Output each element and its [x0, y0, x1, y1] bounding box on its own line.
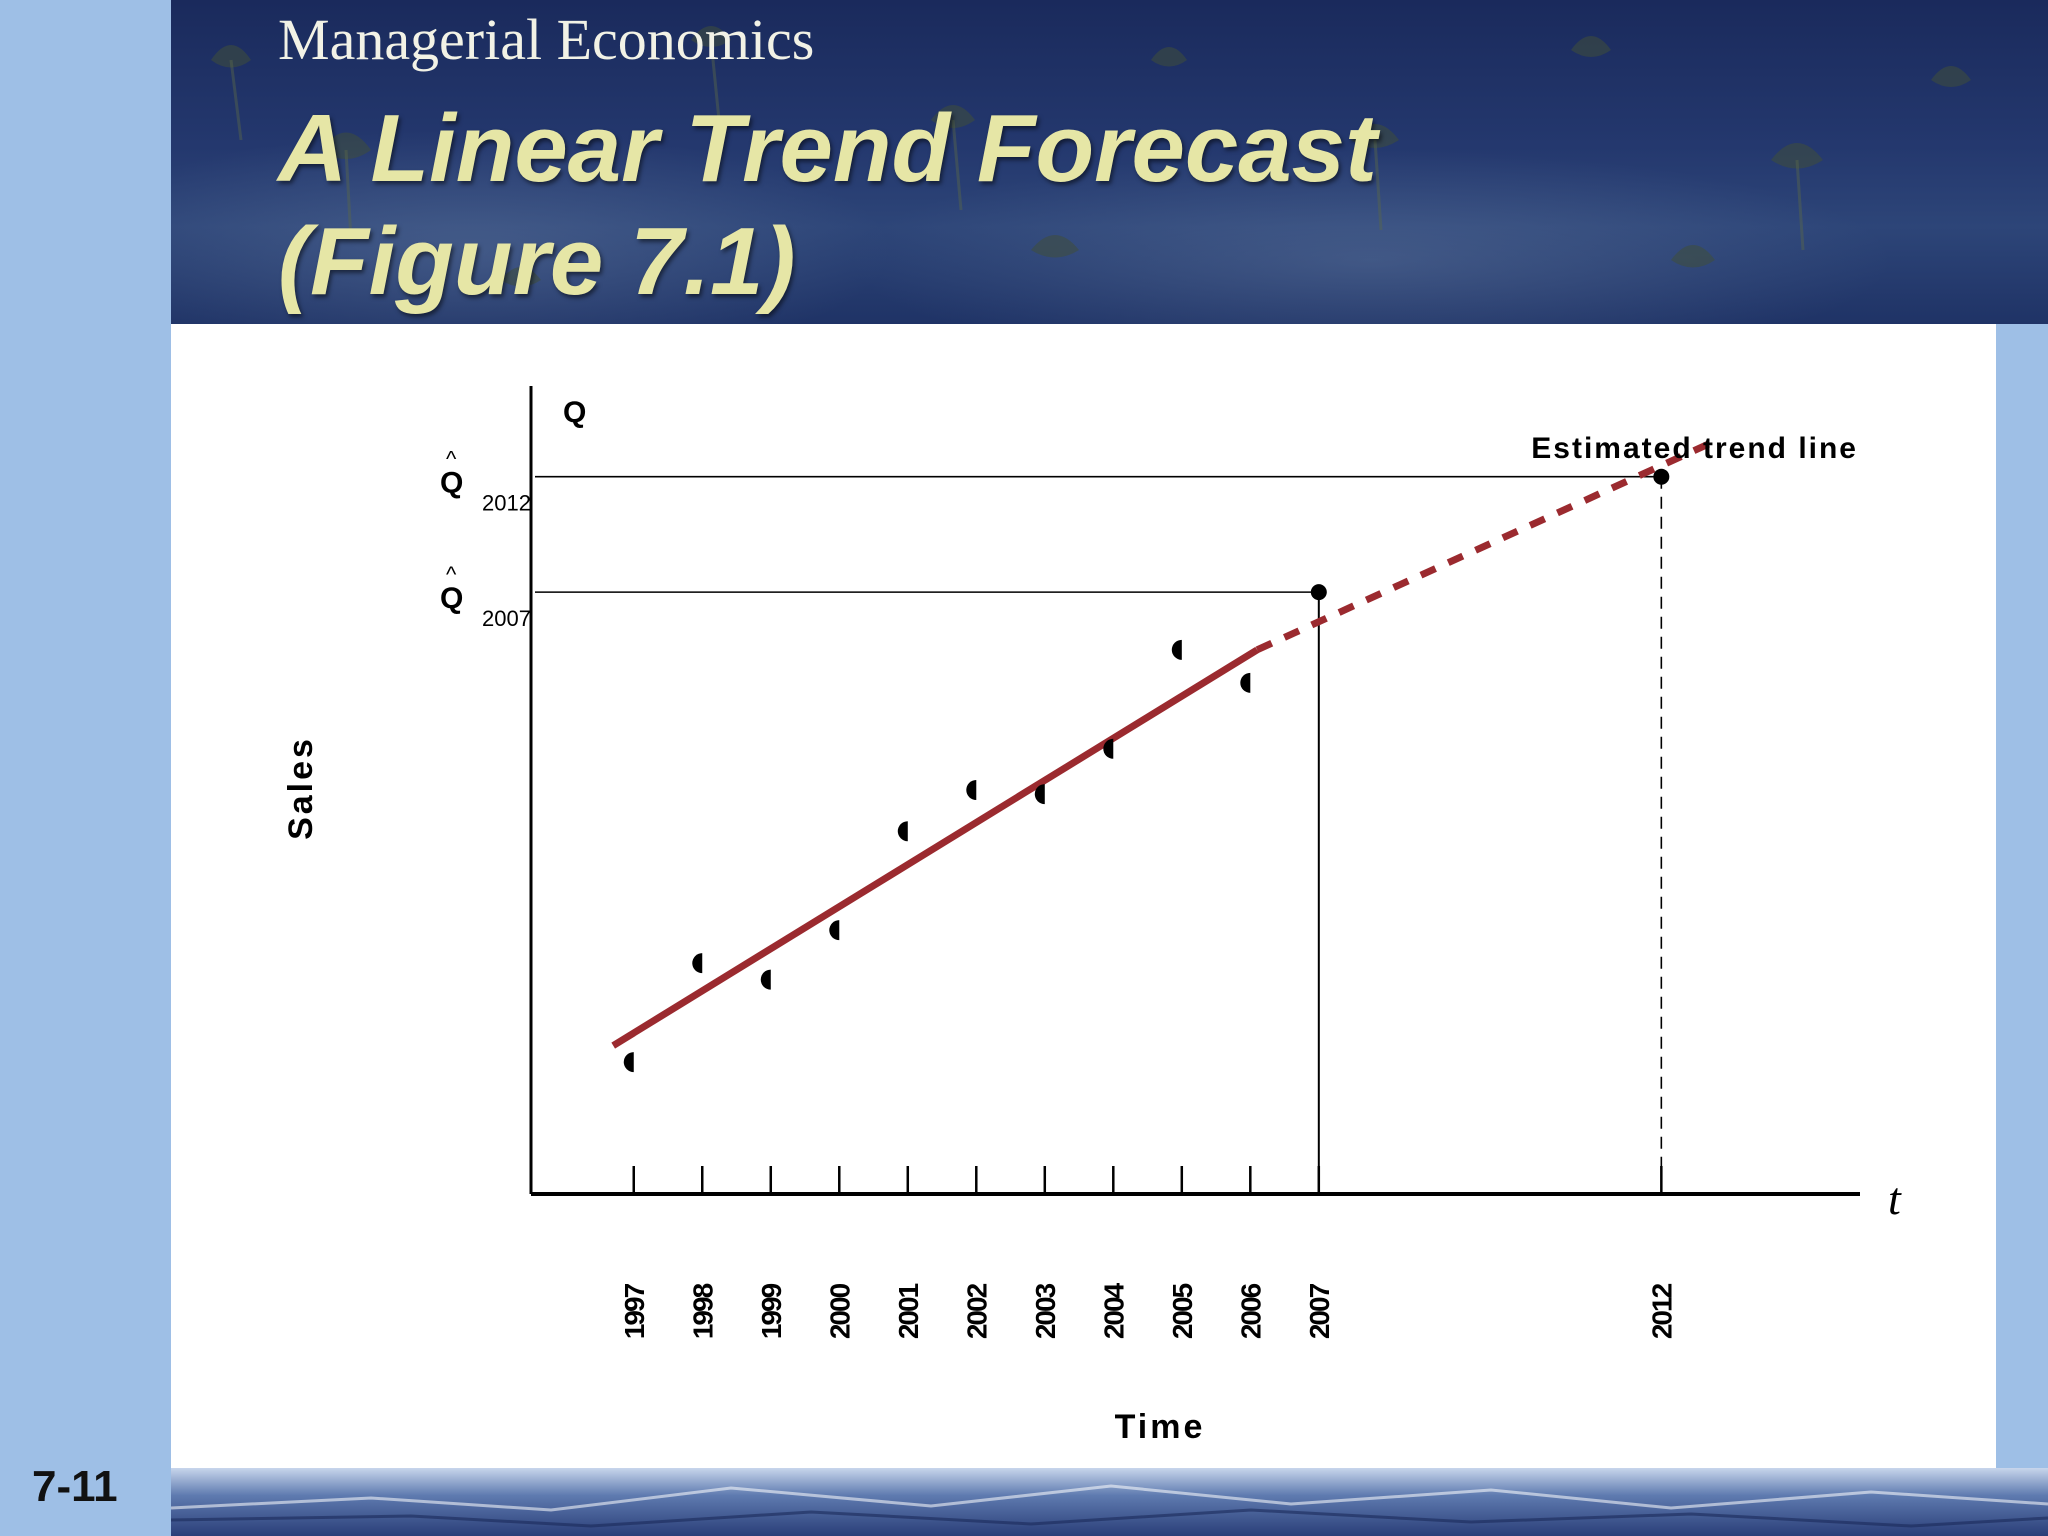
slide-title-line1: A Linear Trend Forecast — [278, 95, 1377, 202]
data-point — [897, 821, 908, 842]
x-tick-label: 2004 — [1098, 1282, 1129, 1339]
footer-wave-decoration — [171, 1484, 2048, 1528]
x-tick-marks — [632, 1166, 1663, 1194]
data-point — [1240, 672, 1251, 693]
slide-number: 7-11 — [32, 1462, 118, 1511]
forecast-q-label: Q — [440, 582, 463, 615]
chart-axes — [529, 386, 1860, 1196]
forecast-reference-lines — [535, 475, 1663, 1194]
x-tick-label: 1997 — [619, 1283, 650, 1339]
x-tick-label: 1998 — [687, 1283, 718, 1339]
x-tick-label: 2005 — [1167, 1283, 1198, 1339]
forecast-q-label: Q — [440, 467, 463, 500]
forecast-hat: ^ — [446, 562, 457, 587]
x-tick-label: 2002 — [961, 1283, 992, 1339]
x-tick-label: 2007 — [1304, 1283, 1335, 1339]
trend-line-annotation: Estimated trend line — [1531, 432, 1858, 465]
data-point — [760, 969, 771, 990]
x-tick-label: 2000 — [824, 1283, 855, 1339]
slide-header: Managerial Economics A Linear Trend Fore… — [171, 0, 2048, 324]
chart-labels: 1997 1998 1999 2000 2001 2002 2003 2004 2005 2006… — [282, 396, 1902, 1446]
x-tick-label: 1999 — [756, 1283, 787, 1339]
left-side-band — [0, 0, 171, 1536]
x-axis-symbol: t — [1888, 1173, 1902, 1224]
forecast-hat: ^ — [446, 447, 457, 472]
header-foliage-texture — [171, 26, 1971, 324]
x-tick-label: 2001 — [893, 1283, 924, 1339]
forecast-point — [1653, 468, 1670, 485]
x-tick-label: 2006 — [1235, 1283, 1266, 1339]
data-points — [623, 468, 1670, 1073]
data-point — [1171, 639, 1182, 660]
data-point — [623, 1052, 634, 1073]
data-point — [1034, 784, 1045, 805]
estimated-trend-line-solid — [611, 646, 1259, 1049]
forecast-subscript: 2007 — [482, 606, 531, 631]
slide-footer-band — [171, 1468, 2048, 1536]
y-axis-symbol: Q — [563, 396, 586, 429]
slide-title: A Linear Trend Forecast (Figure 7.1) — [278, 92, 1377, 319]
x-axis-label: Time — [1115, 1408, 1206, 1446]
forecast-subscript: 2012 — [482, 491, 531, 516]
slide-title-line2: (Figure 7.1) — [278, 208, 796, 316]
course-title: Managerial Economics — [278, 7, 815, 72]
estimated-trend-line-forecast — [1255, 440, 1711, 654]
y-axis-label: Sales — [282, 736, 320, 840]
x-tick-label: 2012 — [1646, 1283, 1677, 1339]
forecast-point — [1310, 584, 1327, 601]
data-point — [966, 780, 977, 800]
x-tick-label: 2003 — [1030, 1283, 1061, 1339]
data-point — [829, 920, 840, 941]
data-point — [692, 953, 703, 974]
slide-content-area — [171, 324, 1996, 1468]
trend-lines — [611, 440, 1711, 1049]
data-point — [1103, 738, 1114, 759]
